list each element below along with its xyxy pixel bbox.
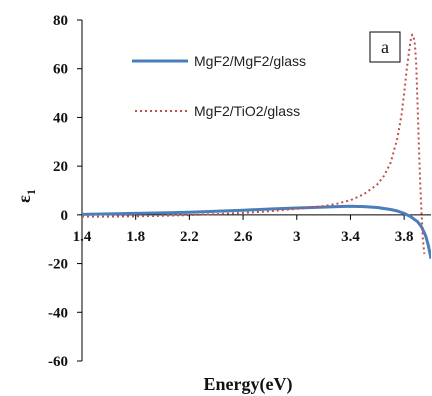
series-line-2 [82,33,426,254]
y-axis-title-symbol: ε [14,195,34,203]
series-group [82,33,431,259]
series-line-1 [82,204,431,259]
x-tick-label: 1.4 [73,229,92,245]
panel-label-frame [369,31,401,63]
y-tick-label: 80 [53,13,68,29]
x-tick-label: 2.6 [234,229,253,245]
x-tick-label: 1.8 [126,229,145,245]
y-tick-label: -60 [48,354,68,370]
y-tick-label: -40 [48,305,68,321]
x-tick-label: 3.8 [395,229,414,245]
tick-labels: -60 -40 -20 0 20 40 60 80 1.4 1.8 2.2 2.6 3 3.4 3.8 [48,13,414,370]
legend: MgF2/MgF2/glass MgF2/TiO2/glass [132,53,306,119]
panel-label: a [381,37,389,57]
y-axis-title: ε1 [14,189,38,203]
y-tick-label: 0 [61,208,69,224]
y-tick-label: -20 [48,257,68,273]
y-tick-label: 60 [53,62,68,78]
y-axis-title-group: ε1 [14,189,38,203]
x-tick-label: 3 [293,229,301,245]
axes [77,19,431,362]
legend-label-series-2: MgF2/TiO2/glass [194,103,300,119]
y-tick-label: 20 [53,159,68,175]
y-axis-title-subscript: 1 [24,189,38,195]
panel-label-box: a [369,31,401,63]
x-tick-label: 3.4 [341,229,360,245]
x-axis-title: Energy(eV) [204,374,293,395]
x-tick-label: 2.2 [180,229,199,245]
y-tick-label: 40 [53,110,68,126]
legend-label-series-1: MgF2/MgF2/glass [194,53,306,69]
